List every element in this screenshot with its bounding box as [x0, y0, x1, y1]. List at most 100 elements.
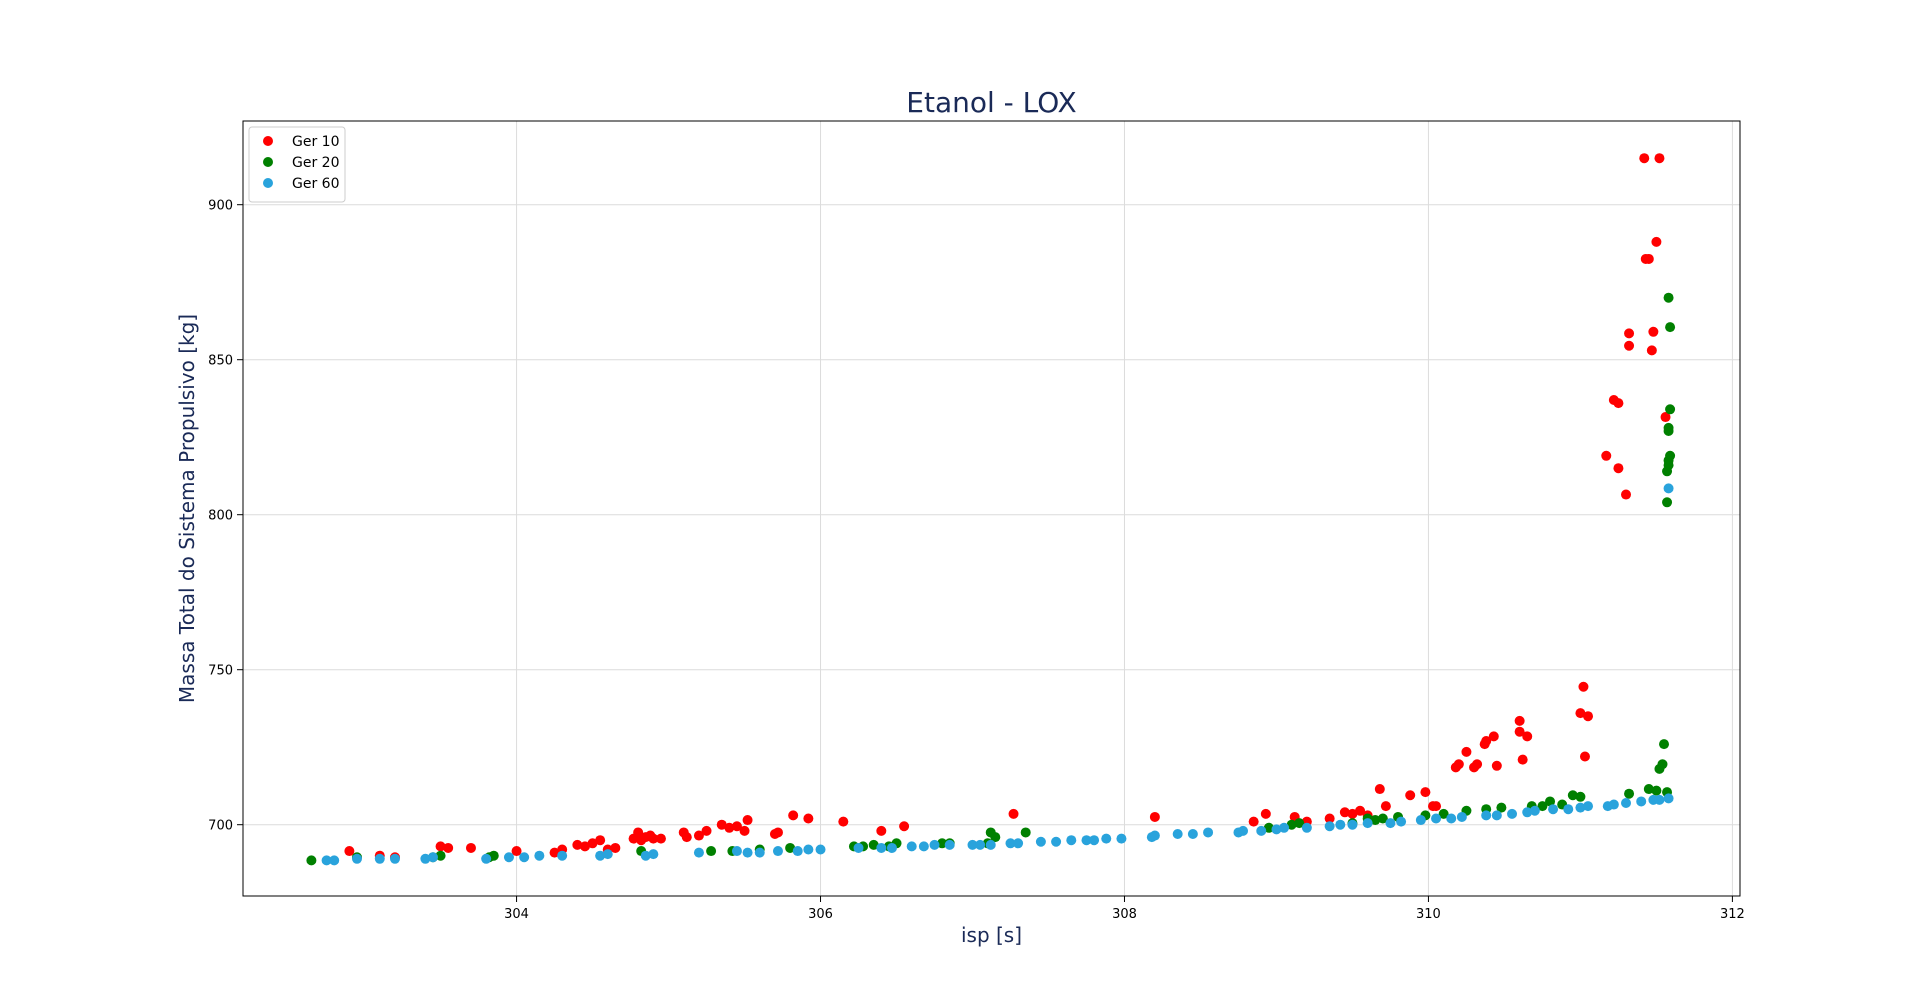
data-point: [435, 841, 446, 852]
data-point: [1659, 739, 1670, 750]
legend-label: Ger 20: [292, 155, 339, 171]
legend-marker: [263, 157, 273, 167]
y-axis-label: Massa Total do Sistema Propulsivo [kg]: [175, 314, 199, 703]
data-point: [1624, 328, 1635, 339]
data-point: [1149, 830, 1160, 841]
data-point: [1431, 801, 1442, 812]
data-point: [1624, 340, 1635, 351]
data-point: [1601, 450, 1612, 461]
data-point: [1651, 236, 1662, 247]
data-point: [1415, 815, 1426, 826]
data-point: [1339, 807, 1350, 818]
data-point: [1575, 791, 1586, 802]
data-point: [1643, 253, 1654, 264]
data-point: [706, 846, 717, 857]
data-point: [1491, 810, 1502, 821]
data-point: [1621, 798, 1632, 808]
chart-title: Etanol - LOX: [906, 86, 1076, 119]
data-point: [1263, 822, 1274, 833]
data-point: [511, 846, 522, 857]
data-point: [967, 839, 978, 850]
data-point: [633, 827, 644, 838]
data-point: [1101, 833, 1112, 844]
data-point: [990, 832, 1001, 843]
data-point: [1385, 818, 1396, 829]
data-point: [853, 842, 864, 853]
data-point: [785, 842, 796, 853]
data-point: [803, 813, 814, 824]
data-point: [481, 853, 492, 864]
data-point: [572, 839, 583, 850]
data-point: [503, 852, 514, 863]
x-tick-label: 308: [1112, 907, 1137, 922]
x-tick-label: 310: [1416, 907, 1441, 922]
data-point: [1013, 838, 1024, 849]
data-point: [838, 816, 849, 827]
data-point: [1567, 790, 1578, 801]
grid-lines: [243, 121, 1740, 896]
data-point: [610, 842, 621, 853]
data-point: [701, 825, 712, 836]
data-point: [1347, 808, 1358, 819]
data-point: [1663, 455, 1674, 466]
plot-frame: [242, 120, 1741, 897]
data-point: [1116, 833, 1127, 844]
data-point: [1545, 796, 1556, 807]
data-point: [1271, 824, 1282, 835]
data-point: [534, 850, 545, 861]
data-point: [1248, 816, 1259, 827]
data-point: [655, 833, 666, 844]
data-point: [351, 853, 362, 864]
data-point: [1005, 838, 1016, 849]
data-point: [1621, 489, 1632, 500]
data-point: [1279, 822, 1290, 833]
data-point: [975, 839, 986, 850]
data-point: [329, 855, 340, 866]
data-point: [1662, 466, 1673, 477]
data-point: [595, 850, 606, 861]
legend-marker: [263, 136, 273, 146]
data-point: [602, 849, 613, 860]
data-point: [1657, 759, 1668, 770]
data-point: [1294, 818, 1305, 829]
data-point: [1324, 813, 1335, 824]
data-point: [1665, 322, 1676, 333]
data-point: [1187, 829, 1198, 839]
data-point: [1324, 821, 1335, 832]
data-point: [1537, 801, 1548, 812]
data-point: [427, 852, 438, 863]
data-point: [435, 850, 446, 861]
data-point: [1256, 825, 1267, 836]
data-point: [1203, 827, 1214, 838]
data-point: [944, 839, 955, 850]
data-point: [899, 821, 910, 832]
data-point: [1507, 808, 1518, 819]
data-point: [1446, 813, 1457, 824]
data-point: [648, 849, 659, 860]
data-point: [1608, 799, 1619, 810]
data-point: [1613, 398, 1624, 409]
data-point: [1491, 760, 1502, 771]
data-point: [1488, 731, 1499, 742]
legend: Ger 10 Ger 20 Ger 60: [248, 126, 346, 203]
data-point: [1575, 708, 1586, 719]
data-point: [1583, 801, 1594, 812]
x-tick-label: 304: [504, 907, 529, 922]
data-point: [443, 842, 454, 853]
data-point: [985, 839, 996, 850]
data-point: [1405, 790, 1416, 801]
data-point: [465, 842, 476, 853]
data-point: [1461, 746, 1472, 757]
data-point: [1020, 827, 1031, 838]
data-point: [1370, 815, 1381, 826]
data-point: [1374, 784, 1385, 795]
data-point: [906, 841, 917, 852]
data-point: [1663, 426, 1674, 436]
data-point: [1660, 412, 1671, 423]
data-point: [937, 838, 948, 849]
data-point: [1517, 754, 1528, 765]
data-point: [1496, 802, 1507, 813]
data-point: [1260, 808, 1271, 819]
data-point: [1654, 794, 1665, 805]
data-point: [549, 847, 560, 858]
